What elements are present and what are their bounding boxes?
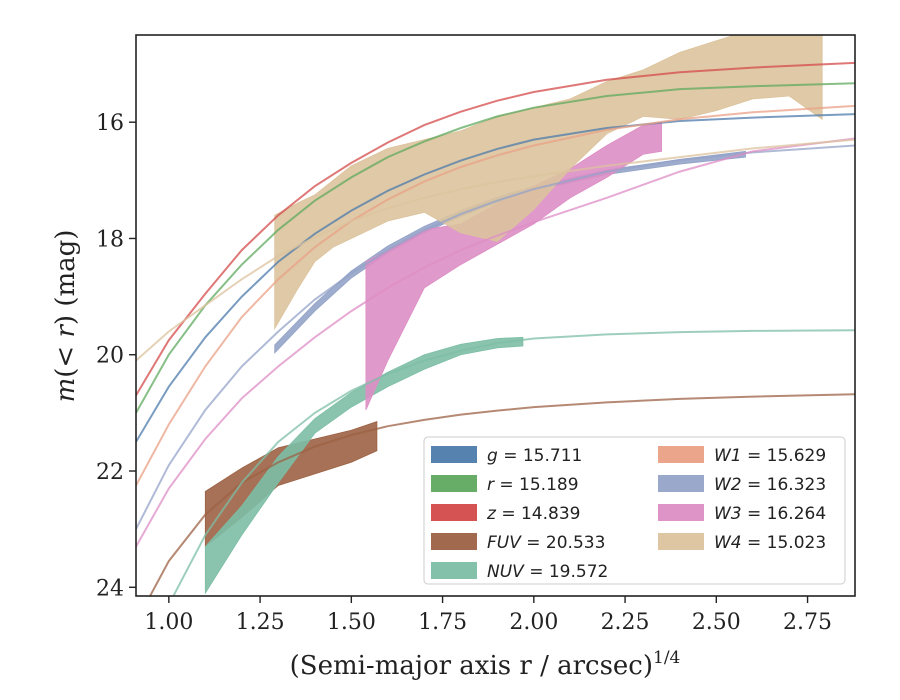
legend-swatch-w2 bbox=[658, 475, 704, 492]
x-tick-label: 2.00 bbox=[509, 610, 558, 635]
y-axis-title-unit: ) (mag) bbox=[51, 230, 81, 326]
model-curve-fuv bbox=[148, 393, 855, 596]
y-axis-title-r: r bbox=[51, 324, 81, 338]
model-curve-w1 bbox=[136, 104, 855, 486]
legend-swatch-fuv bbox=[431, 533, 477, 550]
legend-swatch-w1 bbox=[658, 446, 704, 463]
y-tick-label: 18 bbox=[96, 227, 124, 252]
y-axis-title: m(< r) (mag) bbox=[51, 230, 81, 403]
legend-frame bbox=[423, 436, 846, 585]
y-tick-label: 20 bbox=[96, 344, 124, 369]
legend-label-g: g = 15.711 bbox=[487, 446, 582, 466]
legend-swatch-w3 bbox=[658, 504, 704, 521]
legend: g = 15.711 r = 15.189 z = 14.839 FUV = 20.5… bbox=[423, 436, 846, 585]
x-tick-label: 1.75 bbox=[418, 610, 467, 635]
legend-label-r: r = 15.189 bbox=[487, 475, 579, 495]
legend-label-fuv: FUV = 20.533 bbox=[487, 533, 605, 553]
y-tick-label: 16 bbox=[96, 111, 124, 136]
y-axis-title-lt: (< bbox=[51, 338, 81, 378]
model-curve-z bbox=[136, 61, 855, 396]
legend-swatch-g bbox=[431, 446, 477, 463]
y-axis-title-var: m bbox=[51, 378, 81, 403]
legend-swatch-z bbox=[431, 504, 477, 521]
x-axis-title: (Semi-major axis r / arcsec)1/4 bbox=[290, 648, 681, 681]
model-curve-w4 bbox=[136, 138, 855, 362]
legend-label-w4: W4 = 15.023 bbox=[714, 533, 826, 553]
x-axis-title-main: (Semi-major axis r / arcsec) bbox=[290, 651, 653, 681]
y-tick-label: 22 bbox=[96, 460, 124, 485]
plot-frame bbox=[135, 34, 856, 597]
legend-label-nuv: NUV = 19.572 bbox=[487, 562, 608, 582]
legend-swatch-w4 bbox=[658, 533, 704, 550]
x-tick-label: 2.25 bbox=[601, 610, 650, 635]
y-axis-ticks: 16 18 20 22 24 bbox=[96, 111, 136, 601]
x-tick-label: 2.75 bbox=[783, 610, 832, 635]
model-curves bbox=[136, 61, 855, 596]
legend-swatch-nuv bbox=[431, 562, 477, 579]
y-tick-label: 24 bbox=[96, 576, 124, 601]
legend-label-w2: W2 = 16.323 bbox=[714, 475, 826, 495]
legend-label-z: z = 14.839 bbox=[486, 504, 580, 524]
model-curve-nuv bbox=[172, 329, 855, 596]
band-nuv bbox=[204, 336, 524, 595]
legend-label-w3: W3 = 16.264 bbox=[714, 504, 826, 524]
model-curve-w2 bbox=[136, 144, 855, 530]
band-w4 bbox=[274, 35, 823, 331]
x-tick-label: 1.50 bbox=[327, 610, 376, 635]
x-axis-title-exponent: 1/4 bbox=[653, 648, 680, 668]
x-tick-label: 2.50 bbox=[692, 610, 741, 635]
model-curve-r bbox=[136, 82, 855, 414]
legend-label-w1: W1 = 15.629 bbox=[714, 446, 826, 466]
model-curve-w3 bbox=[136, 137, 855, 548]
x-axis-ticks: 1.00 1.25 1.50 1.75 2.00 2.25 2.50 2.75 bbox=[144, 596, 832, 635]
x-tick-label: 1.25 bbox=[236, 610, 285, 635]
x-tick-label: 1.00 bbox=[144, 610, 193, 635]
legend-swatch-r bbox=[431, 475, 477, 492]
